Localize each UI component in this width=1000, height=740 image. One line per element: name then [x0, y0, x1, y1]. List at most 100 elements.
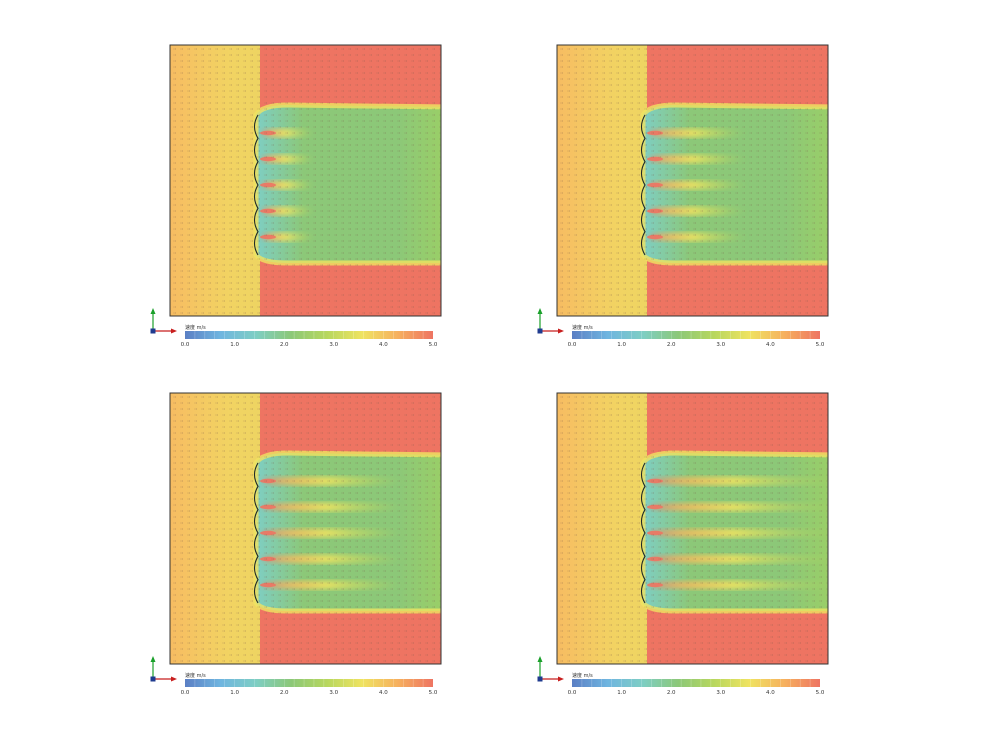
velocity-field-plot	[537, 392, 829, 687]
colorbar-tick-label: 1.0	[617, 342, 626, 348]
velocity-field-plot	[537, 44, 829, 339]
velocity-heatmap	[557, 45, 828, 316]
wake-zone	[253, 102, 441, 266]
colorbar	[185, 679, 433, 687]
velocity-vectors	[173, 48, 441, 314]
upstream-zone	[557, 393, 647, 664]
plot-frame	[556, 44, 829, 317]
gap-jet-core	[647, 234, 663, 240]
gap-jet-core	[647, 504, 663, 510]
colorbar	[572, 331, 820, 339]
gap-jet-core	[647, 582, 663, 588]
porous-barrier	[640, 462, 646, 604]
gap-jet-core	[260, 156, 276, 162]
gap-jet	[649, 581, 828, 589]
porous-barrier	[253, 462, 259, 604]
gap-jet	[262, 155, 315, 163]
velocity-vectors	[560, 396, 828, 662]
colorbar-tick-label: 4.0	[766, 690, 775, 696]
colorbar-tick-label: 4.0	[766, 342, 775, 348]
colorbar-tick-label: 5.0	[815, 690, 825, 696]
plot-frame	[169, 392, 442, 665]
colorbar-tick-label: 1.0	[230, 690, 239, 696]
gap-jet-core	[260, 556, 276, 562]
gap-jet-core	[647, 156, 663, 162]
colorbar-tick-label: 0.0	[567, 690, 577, 696]
gap-jet	[649, 555, 828, 563]
plot-frame	[556, 392, 829, 665]
colorbar-tick-label: 3.0	[329, 690, 339, 696]
colorbar-tick-label: 5.0	[815, 342, 825, 348]
gap-jet	[262, 181, 315, 189]
gap-jet	[262, 129, 315, 137]
gap-jet	[649, 233, 747, 241]
colorbar-tick-label: 0.0	[180, 690, 190, 696]
gap-jet	[649, 529, 828, 537]
velocity-panel-4: 速度 m/s 0.0 1.0 2.0 3.0 4.0 5.0	[532, 388, 832, 728]
upstream-zone	[170, 45, 260, 316]
gap-jet	[649, 503, 828, 511]
colorbar-tick-label: 3.0	[716, 690, 726, 696]
axis-triad-icon	[150, 308, 177, 334]
gap-jet-core	[260, 234, 276, 240]
colorbar-tick-label: 2.0	[666, 690, 676, 696]
gap-jet-core	[260, 478, 276, 484]
gap-jet-core	[647, 478, 663, 484]
gap-jet	[262, 555, 405, 563]
porous-barrier	[253, 114, 259, 256]
velocity-field-plot	[150, 44, 442, 339]
gap-jet	[649, 477, 828, 485]
gap-jet-core	[647, 182, 663, 188]
gap-jet	[649, 129, 747, 137]
colorbar-title: 速度 m/s	[185, 325, 206, 331]
colorbar-title: 速度 m/s	[572, 325, 593, 331]
gap-jet-core	[260, 130, 276, 136]
velocity-vectors	[560, 48, 828, 314]
velocity-panel-2: 速度 m/s 0.0 1.0 2.0 3.0 4.0 5.0	[532, 40, 832, 380]
gap-jet	[262, 477, 405, 485]
colorbar-tick-label: 5.0	[428, 690, 438, 696]
gap-jet-core	[260, 182, 276, 188]
upstream-zone	[170, 393, 260, 664]
gap-jet-core	[647, 130, 663, 136]
gap-jet	[262, 581, 405, 589]
gap-jet	[649, 155, 747, 163]
colorbar-title: 速度 m/s	[572, 673, 593, 679]
velocity-heatmap	[170, 393, 441, 664]
colorbar-tick-label: 3.0	[716, 342, 726, 348]
colorbar-tick-label: 4.0	[379, 342, 388, 348]
gap-jet	[649, 181, 747, 189]
colorbar-title: 速度 m/s	[185, 673, 206, 679]
plot-frame	[169, 44, 442, 317]
colorbar-tick-label: 2.0	[279, 342, 289, 348]
colorbar-tick-label: 5.0	[428, 342, 438, 348]
velocity-heatmap	[557, 393, 828, 664]
upstream-zone	[557, 45, 647, 316]
axis-triad-icon	[537, 308, 564, 334]
colorbar	[185, 331, 433, 339]
colorbar-tick-label: 0.0	[180, 342, 190, 348]
gap-jet-core	[260, 582, 276, 588]
gap-jet-core	[647, 530, 663, 536]
gap-jet	[649, 207, 747, 215]
velocity-panel-3: 速度 m/s 0.0 1.0 2.0 3.0 4.0 5.0	[145, 388, 445, 728]
porous-barrier	[640, 114, 646, 256]
velocity-vectors	[173, 396, 441, 662]
gap-jet	[262, 529, 405, 537]
colorbar-tick-label: 2.0	[666, 342, 676, 348]
gap-jet-core	[260, 530, 276, 536]
axis-triad-icon	[150, 656, 177, 682]
gap-jet-core	[647, 208, 663, 214]
colorbar-tick-label: 4.0	[379, 690, 388, 696]
gap-jet	[262, 233, 315, 241]
velocity-heatmap	[170, 45, 441, 316]
gap-jet-core	[647, 556, 663, 562]
colorbar-tick-label: 3.0	[329, 342, 339, 348]
colorbar-tick-label: 2.0	[279, 690, 289, 696]
colorbar-tick-label: 1.0	[230, 342, 239, 348]
gap-jet-core	[260, 208, 276, 214]
gap-jet	[262, 503, 405, 511]
gap-jet	[262, 207, 315, 215]
colorbar-tick-label: 0.0	[567, 342, 577, 348]
axis-triad-icon	[537, 656, 564, 682]
